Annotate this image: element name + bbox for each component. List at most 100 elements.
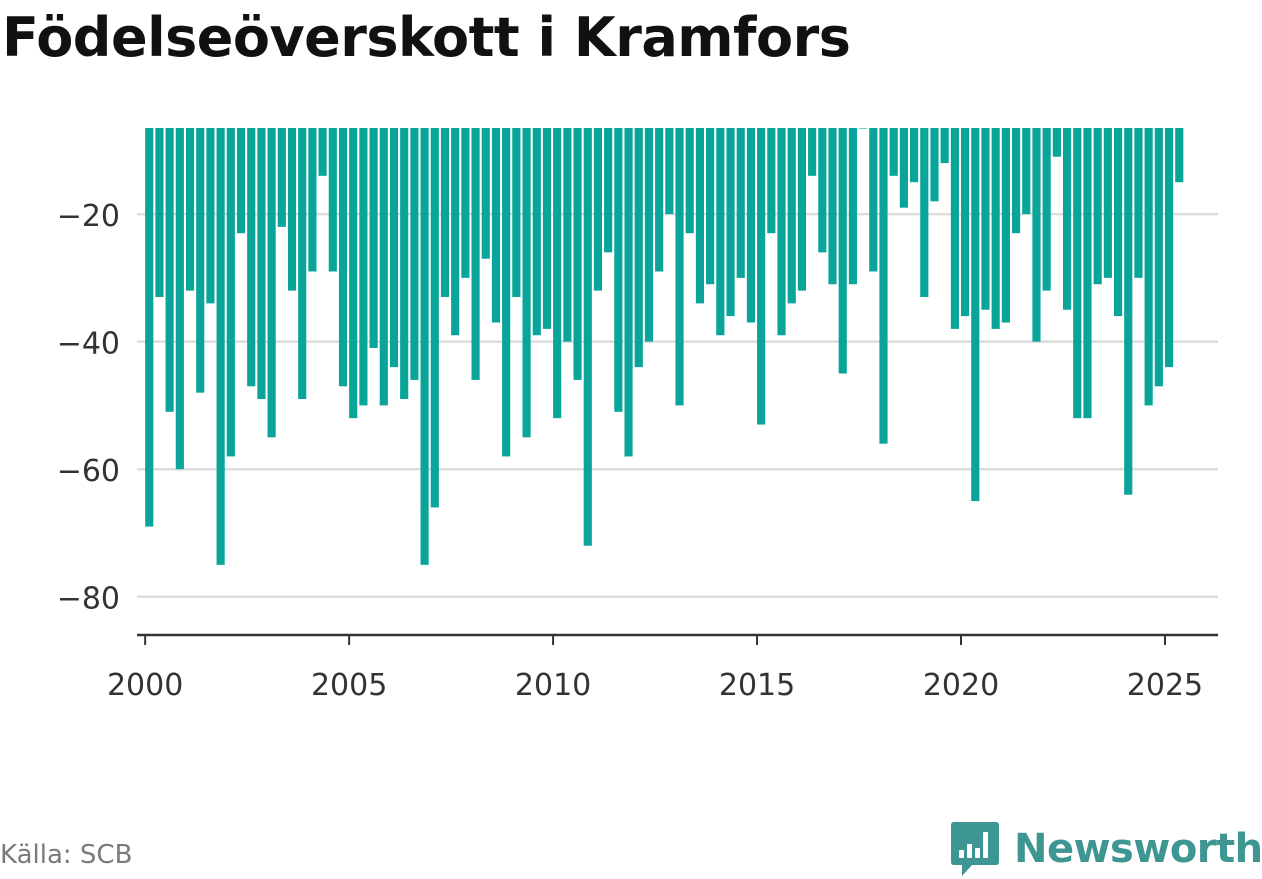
bar bbox=[787, 128, 796, 304]
x-tick-label: 2000 bbox=[107, 668, 183, 703]
bar bbox=[359, 128, 368, 406]
y-axis-labels: −20 −40 −60 −80 bbox=[57, 199, 120, 617]
bar bbox=[165, 128, 174, 412]
bar bbox=[563, 128, 572, 342]
bar bbox=[155, 128, 164, 297]
bar bbox=[1062, 128, 1072, 310]
y-tick-label: −40 bbox=[57, 327, 120, 362]
bar bbox=[920, 128, 929, 297]
bar bbox=[991, 128, 1000, 329]
bar bbox=[583, 128, 592, 546]
bar bbox=[308, 128, 317, 272]
bar bbox=[644, 128, 654, 342]
bar bbox=[502, 128, 511, 457]
bar bbox=[491, 128, 501, 323]
bar bbox=[532, 128, 541, 336]
bar bbox=[808, 128, 817, 176]
x-tick-label: 2005 bbox=[311, 668, 387, 703]
bar bbox=[226, 128, 235, 457]
bar bbox=[1012, 128, 1021, 234]
bar bbox=[889, 128, 898, 176]
bar bbox=[930, 128, 939, 202]
bar bbox=[848, 128, 857, 285]
bar bbox=[757, 128, 766, 425]
bar bbox=[216, 128, 225, 565]
bar bbox=[1175, 128, 1184, 183]
bar bbox=[389, 128, 399, 368]
bar bbox=[481, 128, 490, 259]
bar bbox=[175, 128, 184, 470]
bar bbox=[185, 128, 195, 291]
bar bbox=[1083, 128, 1092, 419]
bar bbox=[981, 128, 990, 310]
bar bbox=[410, 128, 419, 380]
bar bbox=[797, 128, 806, 291]
bar bbox=[522, 128, 531, 438]
bar bbox=[818, 128, 827, 253]
x-tick-label: 2020 bbox=[923, 668, 999, 703]
bar bbox=[940, 128, 949, 164]
bar bbox=[349, 128, 358, 419]
y-tick-label: −20 bbox=[57, 199, 120, 234]
bar bbox=[593, 128, 603, 291]
bar bbox=[379, 128, 388, 406]
bar bbox=[451, 128, 460, 336]
x-tick-label: 2010 bbox=[515, 668, 591, 703]
bar bbox=[461, 128, 470, 278]
bar bbox=[746, 128, 756, 323]
bar bbox=[369, 128, 378, 349]
bar bbox=[655, 128, 664, 272]
x-axis-ticks: 2000 2005 2010 2015 2020 2025 bbox=[107, 635, 1203, 703]
bar bbox=[318, 128, 327, 176]
bar bbox=[665, 128, 674, 215]
x-tick-label: 2015 bbox=[719, 668, 795, 703]
bar bbox=[1042, 128, 1051, 291]
bar bbox=[573, 128, 582, 380]
bar bbox=[899, 128, 908, 208]
bar bbox=[287, 128, 297, 291]
bar bbox=[1073, 128, 1082, 419]
bar bbox=[695, 128, 705, 304]
bar bbox=[961, 128, 970, 317]
bar bbox=[971, 128, 980, 502]
bar bbox=[716, 128, 725, 336]
bar bbox=[440, 128, 450, 297]
bar bbox=[869, 128, 878, 272]
bar bbox=[910, 128, 919, 183]
bar bbox=[1103, 128, 1112, 278]
bar bbox=[828, 128, 837, 285]
bar bbox=[685, 128, 694, 234]
bar bbox=[247, 128, 256, 387]
bar bbox=[430, 128, 439, 508]
bar bbox=[950, 128, 959, 329]
bar bbox=[471, 128, 480, 380]
bar bbox=[196, 128, 205, 393]
source-note: Källa: SCB bbox=[0, 840, 133, 870]
bar bbox=[512, 128, 521, 297]
bar bbox=[1113, 128, 1123, 317]
bar bbox=[736, 128, 745, 278]
bar bbox=[1144, 128, 1153, 406]
bar bbox=[634, 128, 643, 368]
bar bbox=[553, 128, 562, 419]
bar bbox=[838, 128, 847, 374]
bar bbox=[859, 128, 868, 129]
y-tick-label: −80 bbox=[57, 582, 120, 617]
bar bbox=[1022, 128, 1031, 215]
bar bbox=[267, 128, 276, 438]
bar bbox=[624, 128, 633, 457]
chart-title: Födelseöverskott i Kramfors bbox=[2, 6, 851, 69]
bar bbox=[257, 128, 266, 400]
x-tick-label: 2025 bbox=[1127, 668, 1203, 703]
bar bbox=[420, 128, 429, 565]
bar bbox=[206, 128, 215, 304]
bar bbox=[1052, 128, 1061, 157]
bar bbox=[1032, 128, 1041, 342]
bar bbox=[145, 128, 154, 527]
bar bbox=[1164, 128, 1174, 368]
bar bbox=[542, 128, 552, 329]
bar bbox=[767, 128, 776, 234]
bar bbox=[236, 128, 246, 234]
bar bbox=[604, 128, 613, 253]
